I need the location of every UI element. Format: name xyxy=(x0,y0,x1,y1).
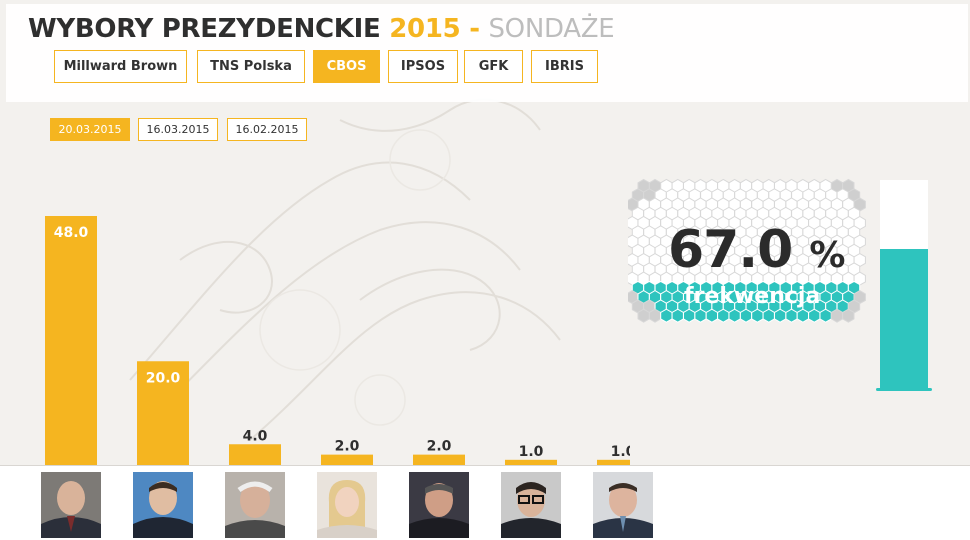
hex-cell xyxy=(660,308,673,323)
hex-cell xyxy=(830,308,844,323)
hex-cell xyxy=(717,308,730,323)
turnout-label: frekwencja xyxy=(684,284,821,309)
turnout-gauge-base xyxy=(876,388,932,391)
title-year: 2015 xyxy=(389,14,461,44)
bar-3 xyxy=(229,444,281,465)
title-main: WYBORY PREZYDENCKIE xyxy=(28,14,381,44)
candidate-photo-4 xyxy=(317,472,377,538)
bar-2 xyxy=(137,361,189,465)
hex-cell xyxy=(796,308,809,323)
date-tab-16-02-2015[interactable]: 16.02.2015 xyxy=(227,118,307,141)
date-tab-20-03-2015[interactable]: 20.03.2015 xyxy=(50,118,130,141)
title-dash: - xyxy=(469,14,480,44)
turnout-gauge-fill xyxy=(880,248,928,388)
candidate-photo-3 xyxy=(225,472,285,538)
hex-cell xyxy=(648,308,662,323)
tab-ipsos[interactable]: IPSOS xyxy=(388,50,458,83)
title-subtitle: SONDAŻE xyxy=(488,14,615,44)
tab-millward-brown[interactable]: Millward Brown xyxy=(54,50,187,83)
candidate-photo-2 xyxy=(133,472,193,538)
hex-cell xyxy=(705,308,718,323)
bar-value-label-5: 2.0 xyxy=(427,439,452,455)
hex-cell xyxy=(671,308,684,323)
hex-cell xyxy=(785,308,798,323)
bar-value-label-2: 20.0 xyxy=(146,370,181,386)
bar-1 xyxy=(45,216,97,465)
candidate-photo-7 xyxy=(593,472,653,538)
hex-cell xyxy=(819,308,832,323)
candidate-photo-6 xyxy=(501,472,561,538)
turnout-unit: % xyxy=(809,235,845,276)
page-title: WYBORY PREZYDENCKIE 2015 - SONDAŻE xyxy=(28,14,615,44)
hex-cell xyxy=(751,308,764,323)
tab-tns-polska[interactable]: TNS Polska xyxy=(197,50,305,83)
bar-value-label-3: 4.0 xyxy=(243,428,268,444)
turnout-value: 67.0 % xyxy=(668,220,846,280)
hex-cell xyxy=(683,308,696,323)
hex-cell xyxy=(762,308,775,323)
bar-6 xyxy=(505,459,557,465)
chart-baseline xyxy=(0,465,970,466)
hex-cell xyxy=(694,308,707,323)
hex-cell xyxy=(728,308,741,323)
bar-value-label-1: 48.0 xyxy=(54,225,89,241)
tab-ibris[interactable]: IBRIS xyxy=(531,50,598,83)
tab-cbos[interactable]: CBOS xyxy=(313,50,380,83)
bar-chart: 48.0 20.0 4.0 2.0 2.0 1.0 1.0 xyxy=(45,216,630,465)
hex-cell xyxy=(842,308,855,323)
hex-cell xyxy=(774,308,787,323)
bar-value-label-7: 1.0 xyxy=(611,444,630,460)
bar-4 xyxy=(321,454,373,465)
bar-value-label-6: 1.0 xyxy=(519,444,544,460)
turnout-number: 67.0 xyxy=(668,220,793,280)
candidate-photo-1 xyxy=(41,472,101,538)
bar-7 xyxy=(597,459,630,465)
hex-cell xyxy=(808,308,821,323)
bar-value-label-4: 2.0 xyxy=(335,439,360,455)
candidate-photo-5 xyxy=(409,472,469,538)
hex-cell xyxy=(637,308,650,323)
tab-gfk[interactable]: GFK xyxy=(464,50,523,83)
turnout-hex-map xyxy=(628,178,866,323)
date-tab-16-03-2015[interactable]: 16.03.2015 xyxy=(138,118,218,141)
hex-cell xyxy=(739,308,753,323)
bar-5 xyxy=(413,454,465,465)
